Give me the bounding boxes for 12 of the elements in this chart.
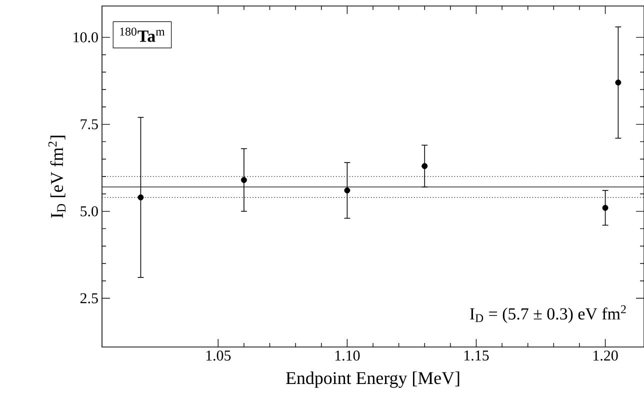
y-tick-label: 5.0 bbox=[80, 206, 98, 216]
y-tick-label: 2.5 bbox=[80, 293, 98, 304]
y-axis-title: I$_{D}$ [eV fm$^{2}$] bbox=[48, 136, 66, 218]
x-tick-label: 1.15 bbox=[464, 350, 489, 361]
x-tick-label: 1.20 bbox=[594, 350, 618, 361]
x-tick-label: 1.10 bbox=[335, 350, 360, 361]
y-tick-label: 10.0 bbox=[74, 32, 98, 42]
annotation: I$_{D}$ = (5.7 ± 0.3) eV fm$^{2}$ bbox=[470, 305, 626, 324]
x-axis-title: Endpoint Energy [MeV] bbox=[286, 371, 460, 388]
x-tick-label: 1.05 bbox=[206, 350, 231, 361]
y-tick-label: 7.5 bbox=[80, 119, 98, 130]
annotation: $^{180}$Ta$^{m}$ bbox=[120, 28, 165, 42]
